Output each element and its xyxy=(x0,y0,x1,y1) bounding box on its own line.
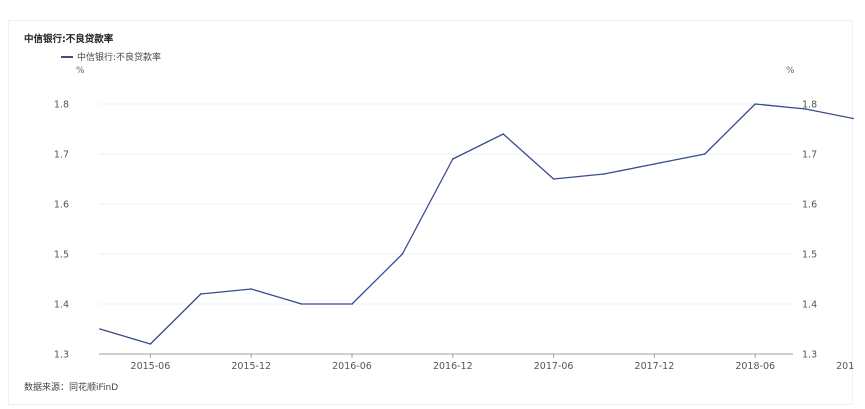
data-point[interactable] xyxy=(250,288,252,290)
line-chart: 中信银行:不良贷款率 中信银行:不良贷款率 % % 1.31.41.51.61.… xyxy=(24,33,854,393)
x-axis: 2015-06 2015-12 2016-06 2016-12 2017-06 2017-… xyxy=(131,354,854,372)
left-y-axis: 1.3 1.4 1.5 1.6 1.7 1.8 xyxy=(54,100,69,361)
data-point[interactable] xyxy=(300,303,303,305)
data-point[interactable] xyxy=(99,328,101,330)
data-point[interactable] xyxy=(351,303,353,305)
data-point[interactable] xyxy=(552,178,555,180)
data-point[interactable] xyxy=(502,133,505,135)
x-tick-label: 2018-12 xyxy=(836,361,854,372)
grid-lines xyxy=(99,103,793,305)
y-tick-label-right: 1.5 xyxy=(802,250,817,261)
data-point[interactable] xyxy=(452,158,454,160)
right-axis-unit: % xyxy=(786,66,795,76)
data-point[interactable] xyxy=(804,108,807,110)
data-source: 数据来源：同花顺iFinD xyxy=(24,381,118,393)
x-tick-label: 2017-06 xyxy=(534,361,574,372)
data-point[interactable] xyxy=(603,173,605,175)
data-point[interactable] xyxy=(401,253,404,255)
y-tick-label-left: 1.6 xyxy=(54,200,69,211)
chart-frame: 中信银行:不良贷款率 中信银行:不良贷款率 % % 1.3 1.4 1.5 1.6 1.… xyxy=(8,20,854,405)
y-tick-label-right: 1.4 xyxy=(802,300,817,311)
data-point[interactable] xyxy=(149,343,152,345)
series-line[interactable] xyxy=(99,103,854,345)
chart-title: 中信银行:不良贷款率 xyxy=(24,33,114,45)
y-tick-label-right: 1.6 xyxy=(802,200,817,211)
right-y-axis: 1.3 1.4 1.5 1.6 1.7 1.8 xyxy=(802,100,817,361)
y-tick-label-right: 1.8 xyxy=(802,100,817,111)
x-tick-label: 2016-12 xyxy=(433,361,473,372)
legend-label: 中信银行:不良贷款率 xyxy=(77,51,161,63)
data-point[interactable] xyxy=(704,153,706,155)
data-point[interactable] xyxy=(754,103,756,105)
y-tick-label-left: 1.4 xyxy=(54,300,69,311)
left-axis-unit: % xyxy=(76,66,85,76)
y-tick-label-right: 1.3 xyxy=(802,350,817,361)
y-tick-label-right: 1.7 xyxy=(802,150,817,161)
x-tick-label: 2018-06 xyxy=(735,361,775,372)
series-layer xyxy=(99,103,854,345)
x-tick-label: 2016-06 xyxy=(332,361,372,372)
data-point[interactable] xyxy=(653,163,656,165)
x-tick-label: 2017-12 xyxy=(635,361,675,372)
x-tick-label: 2015-12 xyxy=(231,361,271,372)
y-tick-label-left: 1.8 xyxy=(54,100,69,111)
y-tick-label-left: 1.5 xyxy=(54,250,69,261)
x-tick-label: 2015-06 xyxy=(131,361,171,372)
y-tick-label-left: 1.7 xyxy=(54,150,69,161)
legend[interactable]: 中信银行:不良贷款率 xyxy=(61,51,161,63)
data-point[interactable] xyxy=(200,293,202,295)
y-tick-label-left: 1.3 xyxy=(54,350,69,361)
